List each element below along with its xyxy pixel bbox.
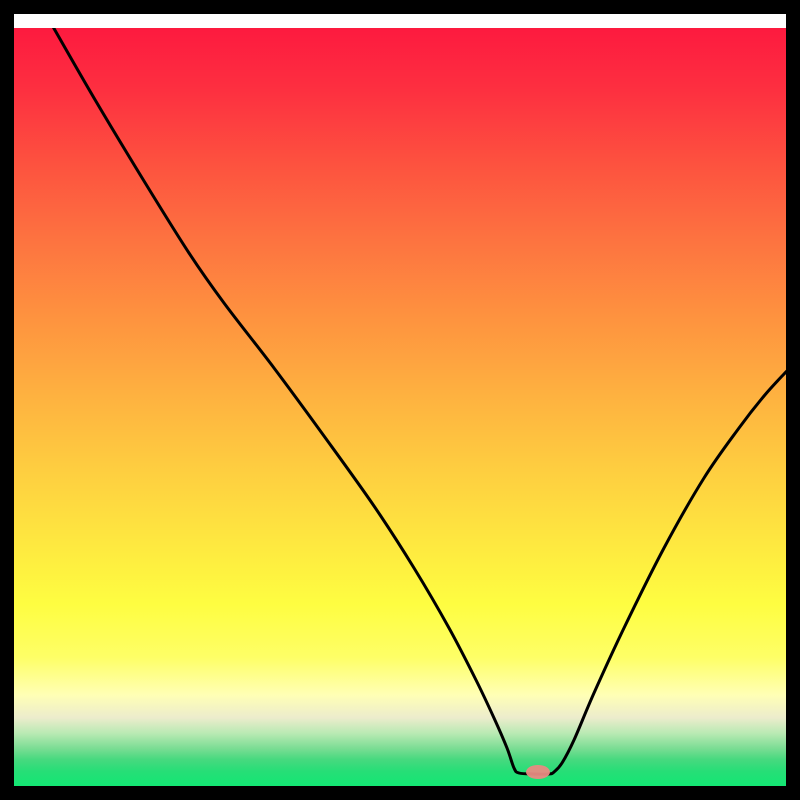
optimum-marker	[526, 765, 550, 779]
bottleneck-curve	[52, 28, 786, 774]
watermark-text: TheBottleneck.com	[573, 4, 794, 32]
plot-area	[14, 28, 786, 786]
curve-layer	[14, 28, 786, 786]
bottleneck-chart: TheBottleneck.com	[0, 0, 800, 800]
